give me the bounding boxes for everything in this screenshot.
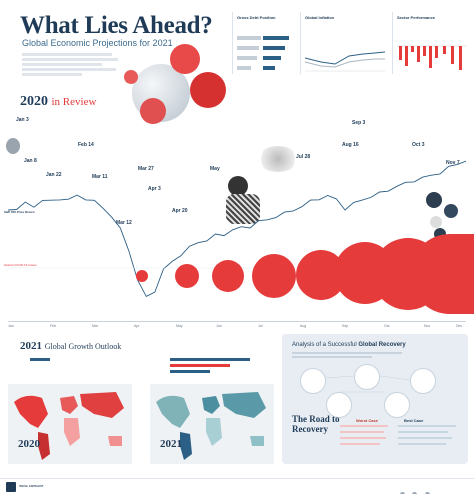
road-to-recovery: The Road to Recovery [292,414,340,434]
event-date: Jan 3 [16,117,29,123]
inflation-lines [305,51,385,72]
map-year-2020: 2020 [18,438,40,450]
recovery-title-b: Global Recovery [358,342,406,348]
month-label: Feb [50,324,57,328]
review-year: 2020 [20,94,48,109]
month-label: Jul [258,324,263,328]
month-label: Apr [134,324,140,328]
best-case-heading: Best Case [404,418,424,423]
recovery-node [410,368,436,394]
month-label: Dec [456,324,463,328]
recovery-panel [282,334,468,464]
sector-performance-title: Sector Performance [397,15,436,20]
covid-bubble [175,264,199,288]
event-date: Feb 14 [78,142,94,148]
month-label: May [176,324,183,328]
gross-debt-panel: Gross Debt Position [232,12,296,74]
event-date: Mar 27 [138,166,154,172]
growth-heading: 2021 Global Growth Outlook [20,340,121,352]
social-icons[interactable] [400,484,460,494]
month-label: Oct [384,324,390,328]
covid-bubble [136,270,148,282]
recovery-title: Analysis of a Successful Global Recovery [292,342,406,348]
footer: VISUAL CAPITALIST [0,478,474,494]
month-label: Jun [216,324,222,328]
event-date: Oct 3 [412,142,425,148]
event-date: Jan 22 [46,172,62,178]
recovery-subtext [292,352,412,358]
month-label: Sep [342,324,349,328]
sector-performance-panel: Sector Performance [392,12,470,74]
map-year-2021: 2021 [160,438,182,450]
recovery-node [326,392,352,418]
event-date: Mar 12 [116,220,132,226]
month-label: Aug [300,324,307,328]
global-inflation-title: Global Inflation [305,15,335,20]
protester-illustration [218,172,276,226]
rocket-illustration [258,146,298,172]
covid-bubble [212,260,244,292]
event-date: Apr 20 [172,208,188,214]
review-label: in Review [51,96,97,108]
event-date: Jan 8 [24,158,37,164]
world-map-2021 [150,384,274,464]
sector-bars [397,45,467,70]
month-label: Mar [92,324,99,328]
road-line-a: The Road to [292,414,340,424]
world-map-2020 [8,384,132,464]
recovery-node [300,368,326,394]
covid-bubble [410,234,474,314]
growth-bars [30,358,250,373]
event-date: Aug 16 [342,142,359,148]
event-date: Sep 3 [352,120,366,126]
event-date: Jul 28 [296,154,311,160]
virus-illustration [120,42,230,137]
recovery-node [384,392,410,418]
page-title: What Lies Ahead? [20,12,213,39]
worst-case-heading: Worst Case [356,418,378,423]
recovery-connectors [325,375,411,393]
brand-logo-icon [6,482,16,492]
event-date: May [210,166,220,172]
recovery-node [354,364,380,390]
event-date: Mar 11 [92,174,108,180]
page-subtitle: Global Economic Projections for 2021 [22,38,173,48]
brand-name: VISUAL CAPITALIST [19,485,44,488]
month-label: Jan [8,324,14,328]
event-date: Nov 7 [446,160,460,166]
event-date: Apr 3 [148,186,161,192]
sp500-label: S&P 500 Price Return [4,210,35,214]
case-rows [340,425,456,445]
month-label: Nov [424,324,431,328]
gross-debt-title: Gross Debt Position [237,15,276,20]
global-inflation-panel: Global Inflation [300,12,388,74]
gross-debt-bars [237,36,289,70]
intro-text [22,53,120,76]
month-axis: Jan Feb Mar Apr May Jun Jul Aug Sep Oct … [8,321,466,328]
covid-label: Global COVID-19 Cases [4,263,37,267]
growth-year: 2021 [20,340,42,352]
person-photo [6,138,20,154]
review-heading: 2020 in Review [20,94,96,110]
covid-bubble [252,254,296,298]
growth-label: Global Growth Outlook [44,342,122,351]
recovery-title-a: Analysis of a Successful [292,342,359,348]
road-line-b: Recovery [292,424,328,434]
